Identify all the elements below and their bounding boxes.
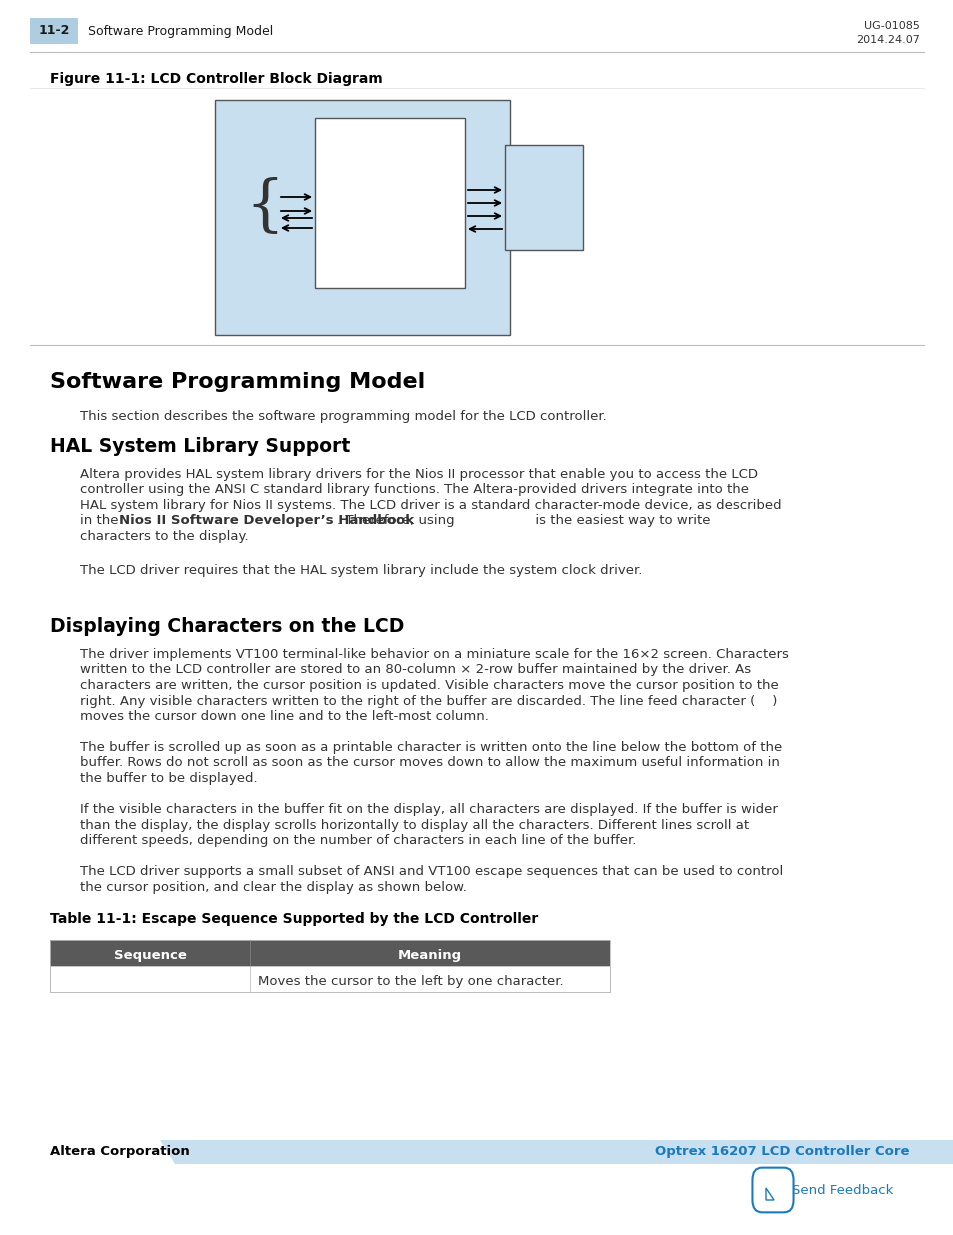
Text: Altera provides HAL system library drivers for the Nios II processor that enable: Altera provides HAL system library drive… [80,468,758,480]
Text: buffer. Rows do not scroll as soon as the cursor moves down to allow the maximum: buffer. Rows do not scroll as soon as th… [80,757,779,769]
Text: . Therefore, using                   is the easiest way to write: . Therefore, using is the easiest way to… [336,515,710,527]
Text: Sequence: Sequence [113,948,186,962]
Text: than the display, the display scrolls horizontally to display all the characters: than the display, the display scrolls ho… [80,819,748,831]
Bar [50,940,609,966]
Text: right. Any visible characters written to the right of the buffer are discarded. : right. Any visible characters written to… [80,694,777,708]
Bar [504,144,582,249]
Text: This section describes the software programming model for the LCD controller.: This section describes the software prog… [80,410,606,424]
Text: in the: in the [80,515,123,527]
Text: Send Feedback: Send Feedback [791,1183,892,1197]
Text: HAL system library for Nios II systems. The LCD driver is a standard character-m: HAL system library for Nios II systems. … [80,499,781,513]
Text: The LCD driver supports a small subset of ANSI and VT100 escape sequences that c: The LCD driver supports a small subset o… [80,864,782,878]
Text: the cursor position, and clear the display as shown below.: the cursor position, and clear the displ… [80,881,466,893]
Text: Optrex 16207 LCD Controller Core: Optrex 16207 LCD Controller Core [655,1146,909,1158]
Text: characters to the display.: characters to the display. [80,530,249,543]
Text: 11-2: 11-2 [38,25,70,37]
Text: 2014.24.07: 2014.24.07 [855,35,919,44]
Bar [50,940,609,992]
Text: UG-01085: UG-01085 [863,21,919,31]
Text: Software Programming Model: Software Programming Model [50,372,425,391]
Text: The driver implements VT100 terminal-like behavior on a miniature scale for the : The driver implements VT100 terminal-lik… [80,648,788,661]
Bar [50,966,609,992]
Bar [314,119,464,288]
Text: Moves the cursor to the left by one character.: Moves the cursor to the left by one char… [257,974,563,988]
Polygon shape [765,1188,773,1200]
Text: moves the cursor down one line and to the left-most column.: moves the cursor down one line and to th… [80,710,488,722]
Text: The buffer is scrolled up as soon as a printable character is written onto the l: The buffer is scrolled up as soon as a p… [80,741,781,755]
Text: If the visible characters in the buffer fit on the display, all characters are d: If the visible characters in the buffer … [80,803,777,816]
Text: different speeds, depending on the number of characters in each line of the buff: different speeds, depending on the numbe… [80,834,636,847]
Polygon shape [160,1140,953,1165]
Text: Software Programming Model: Software Programming Model [88,25,273,37]
Text: written to the LCD controller are stored to an 80-column × 2-row buffer maintain: written to the LCD controller are stored… [80,663,750,677]
Text: Displaying Characters on the LCD: Displaying Characters on the LCD [50,618,404,636]
Text: Meaning: Meaning [397,948,461,962]
Text: characters are written, the cursor position is updated. Visible characters move : characters are written, the cursor posit… [80,679,778,692]
Bar [214,100,510,335]
Text: HAL System Library Support: HAL System Library Support [50,437,350,456]
Text: {: { [245,177,284,237]
Text: the buffer to be displayed.: the buffer to be displayed. [80,772,257,785]
Text: Altera Corporation: Altera Corporation [50,1146,190,1158]
FancyBboxPatch shape [752,1167,793,1213]
Text: The LCD driver requires that the HAL system library include the system clock dri: The LCD driver requires that the HAL sys… [80,564,641,577]
Text: controller using the ANSI C standard library functions. The Altera-provided driv: controller using the ANSI C standard lib… [80,483,748,496]
Text: Nios II Software Developer’s Handbook: Nios II Software Developer’s Handbook [119,515,414,527]
Text: Table 11-1: Escape Sequence Supported by the LCD Controller: Table 11-1: Escape Sequence Supported by… [50,911,537,926]
Text: Figure 11-1: LCD Controller Block Diagram: Figure 11-1: LCD Controller Block Diagra… [50,72,382,86]
Bar [30,19,78,44]
